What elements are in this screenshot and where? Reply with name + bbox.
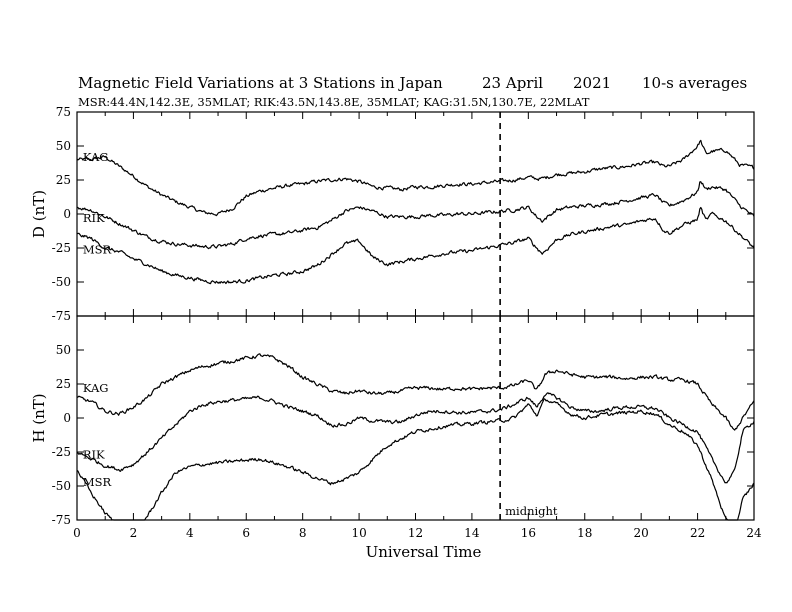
station-label-msr: MSR <box>83 242 112 256</box>
x-axis-label: Universal Time <box>366 543 482 561</box>
chart-date: 23 April <box>482 74 543 92</box>
series-line-rik <box>76 181 755 250</box>
x-tick-label: 10 <box>351 526 366 540</box>
series-line-msr <box>76 398 755 521</box>
x-tick-label: 20 <box>634 526 649 540</box>
y-tick-label: 75 <box>56 105 71 119</box>
y-tick-label: -50 <box>52 479 71 493</box>
y-tick-label: -75 <box>52 513 71 527</box>
station-label-rik: RIK <box>83 448 105 462</box>
x-tick-label: 22 <box>690 526 705 540</box>
y-tick-label: -50 <box>52 275 71 289</box>
y-tick-label: 50 <box>56 343 71 357</box>
series-line-rik <box>76 392 755 484</box>
chart-panels: -75 -50 -25 0 25 50 75 D (nT) KAG RIK MSR -75 -50 -25… <box>30 105 762 561</box>
x-tick-label: 24 <box>746 526 762 540</box>
y-tick-label: 50 <box>56 139 71 153</box>
chart-stations-info: MSR:44.4N,142.3E, 35MLAT; RIK:43.5N,143.… <box>78 95 590 109</box>
x-tick-label: 4 <box>186 526 194 540</box>
y-tick-label: 25 <box>56 173 71 187</box>
series-line-msr <box>77 206 755 285</box>
y-tick-label: -75 <box>52 309 71 323</box>
station-label-kag: KAG <box>83 381 109 395</box>
x-tick-label: 16 <box>521 526 536 540</box>
series-line-kag <box>76 139 755 217</box>
x-tick-label: 8 <box>299 526 307 540</box>
y-tick-label: -25 <box>52 241 71 255</box>
y-tick-label: 0 <box>63 207 71 221</box>
y-axis-label: H (nT) <box>30 393 48 442</box>
chart-year: 2021 <box>573 74 611 92</box>
y-axis-label: D (nT) <box>30 190 48 238</box>
panel-0: -75 -50 -25 0 25 50 75 D (nT) KAG RIK MSR <box>30 105 755 323</box>
midnight-label: midnight <box>505 504 558 518</box>
chart-averaging: 10-s averages <box>642 74 747 92</box>
station-label-msr: MSR <box>83 475 112 489</box>
y-tick-label: -25 <box>52 445 71 459</box>
series-line-kag <box>76 353 755 431</box>
y-tick-label: 0 <box>63 411 71 425</box>
x-tick-label: 18 <box>577 526 592 540</box>
x-tick-label: 6 <box>242 526 250 540</box>
chart-title: Magnetic Field Variations at 3 Stations … <box>78 74 443 92</box>
y-tick-label: 25 <box>56 377 71 391</box>
panel-frame <box>76 315 755 521</box>
station-label-kag: KAG <box>83 150 109 164</box>
x-tick-label: 14 <box>464 526 480 540</box>
station-label-rik: RIK <box>83 211 105 225</box>
x-tick-label: 2 <box>130 526 138 540</box>
x-tick-label: 0 <box>73 526 81 540</box>
panel-frame <box>76 111 755 317</box>
x-tick-label: 12 <box>408 526 423 540</box>
